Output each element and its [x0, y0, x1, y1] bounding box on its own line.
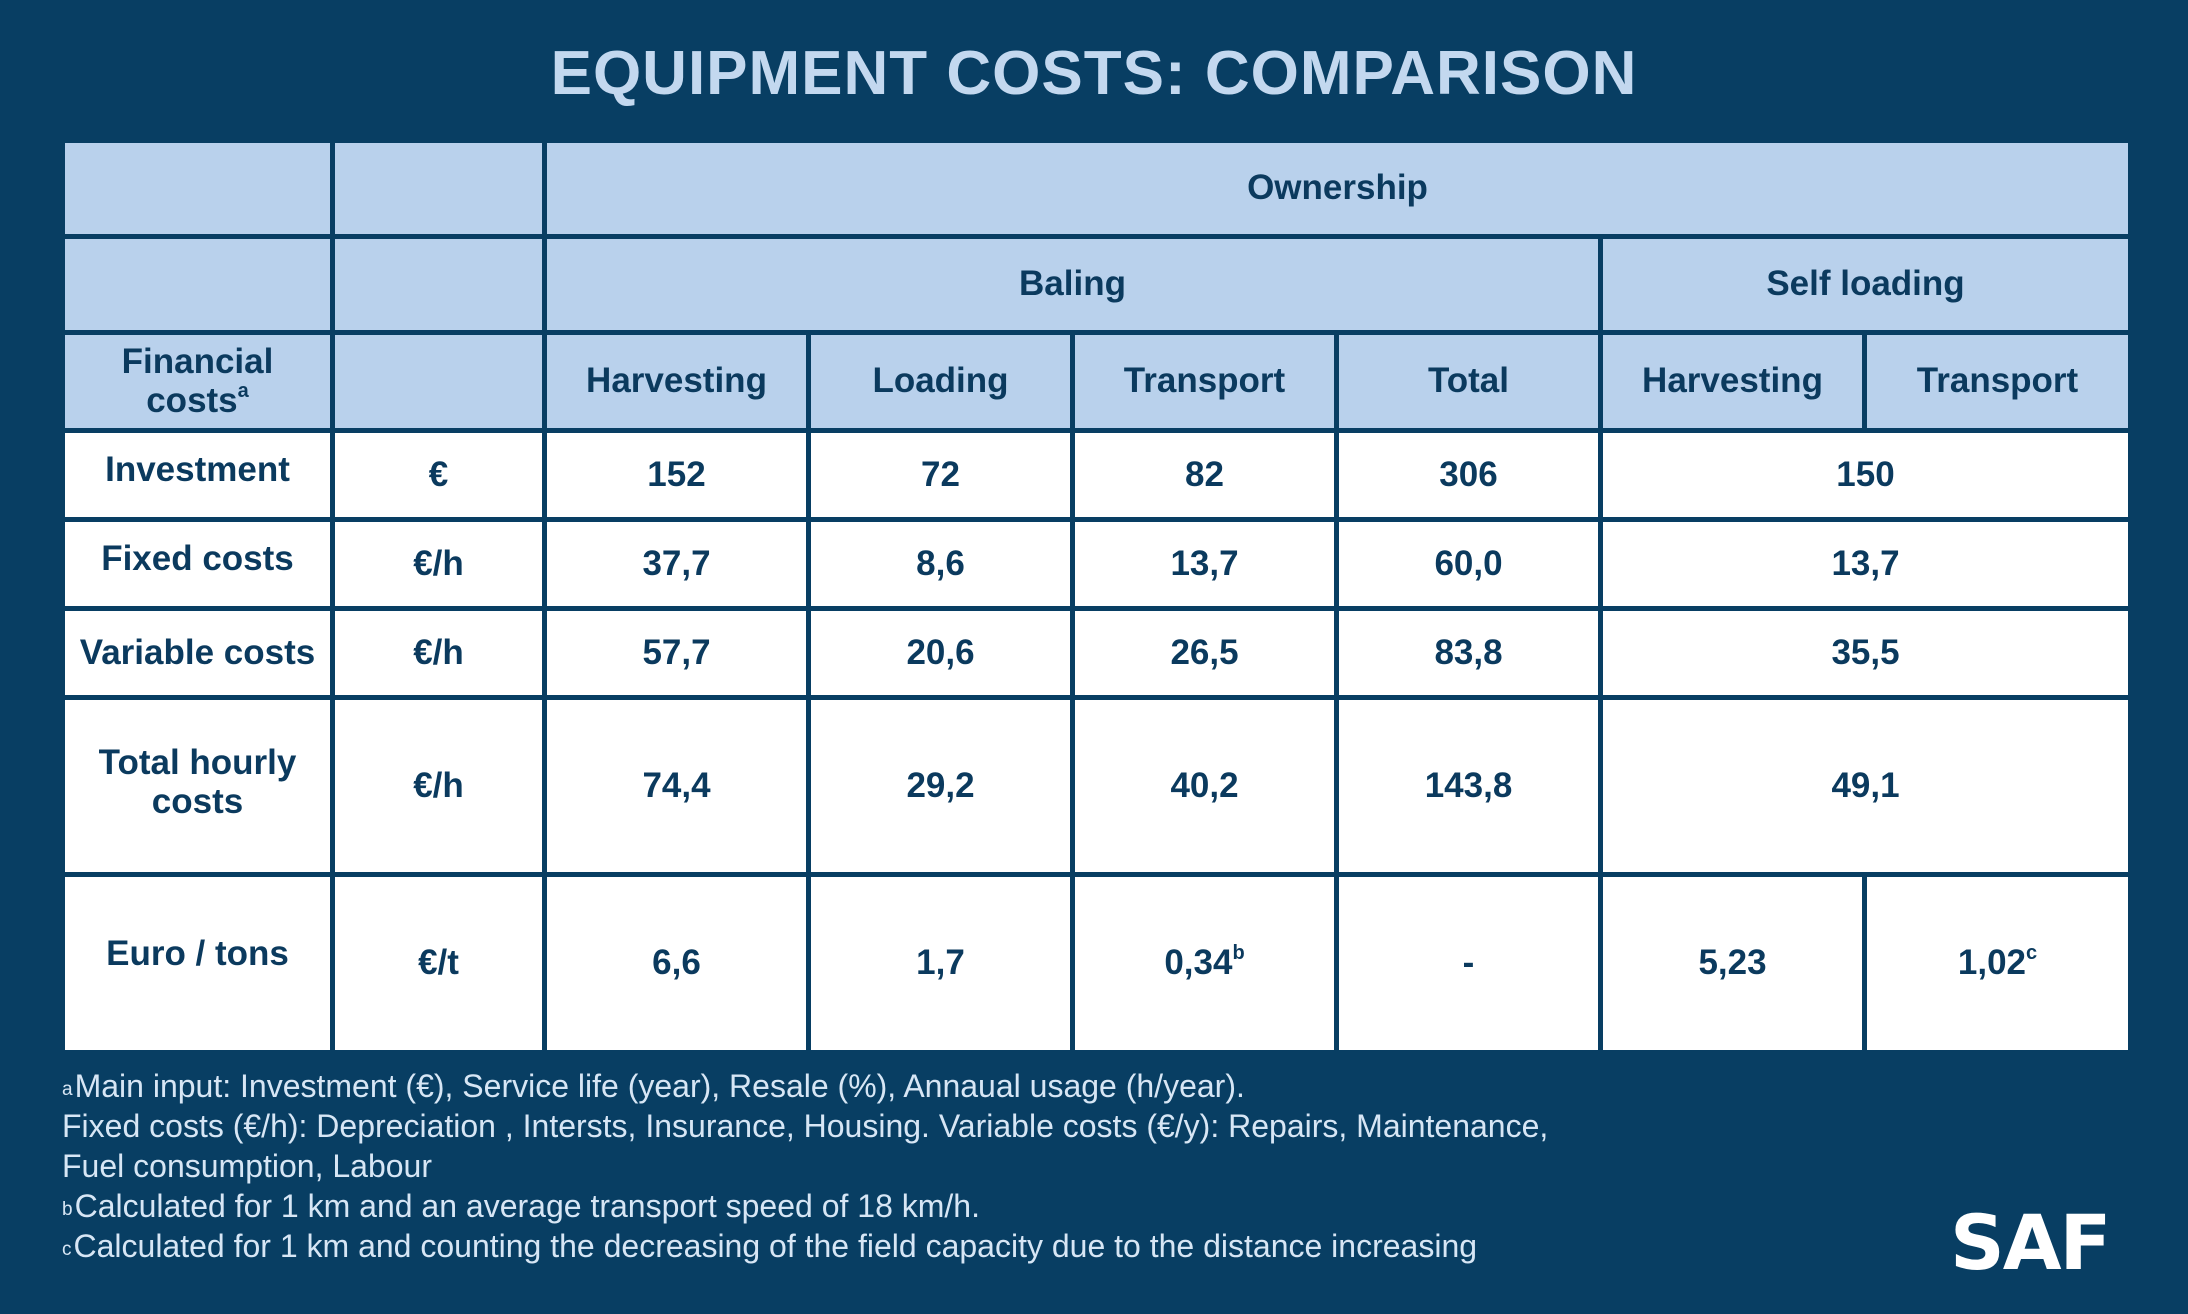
header-empty-cell — [60, 138, 335, 239]
row-label: Euro / tons — [60, 872, 335, 1055]
row-label: Investment — [60, 428, 335, 522]
table-row-variable-costs: Variable costs €/h 57,7 20,6 26,5 83,8 3… — [60, 606, 2133, 700]
cell-loading: 20,6 — [806, 606, 1075, 700]
cell-total: 83,8 — [1334, 606, 1603, 700]
table-row-fixed-costs: Fixed costs €/h 37,7 8,6 13,7 60,0 13,7 — [60, 517, 2133, 611]
footnote-b: bCalculated for 1 km and an average tran… — [62, 1186, 1862, 1226]
row-label: Variable costs — [60, 606, 335, 700]
cell-loading: 1,7 — [806, 872, 1075, 1055]
footnote-a: aMain input: Investment (€), Service lif… — [62, 1066, 1862, 1106]
table-row-total-hourly-costs: Total hourly costs €/h 74,4 29,2 40,2 14… — [60, 695, 2133, 877]
cell-loading: 72 — [806, 428, 1075, 522]
cell-loading: 8,6 — [806, 517, 1075, 611]
row-unit: €/h — [330, 695, 547, 877]
cell-transport: 0,34b — [1070, 872, 1339, 1055]
table-row-euro-tons: Euro / tons €/t 6,6 1,7 0,34b - 5,23 1,0… — [60, 872, 2133, 1055]
header-empty-cell — [330, 138, 547, 239]
cell-harvesting: 6,6 — [542, 872, 811, 1055]
footnote-c: cCalculated for 1 km and counting the de… — [62, 1226, 1862, 1266]
footnote-ref-a: a — [237, 379, 249, 402]
col-header-sl-harvesting: Harvesting — [1598, 330, 1867, 433]
row-unit: €/t — [330, 872, 547, 1055]
header-financial-costs: Financial costsa — [60, 330, 335, 433]
row-unit: € — [330, 428, 547, 522]
header-row-groups: Baling Self loading — [60, 234, 2133, 335]
footnote-mark-c: c — [62, 1239, 72, 1260]
financial-costs-label: Financial costs — [121, 342, 274, 420]
cell-transport: 13,7 — [1070, 517, 1339, 611]
cell-self-loading: 13,7 — [1598, 517, 2133, 611]
cell-harvesting: 152 — [542, 428, 811, 522]
footnotes: aMain input: Investment (€), Service lif… — [62, 1066, 1862, 1266]
col-header-sl-transport: Transport — [1862, 330, 2133, 433]
row-unit: €/h — [330, 606, 547, 700]
col-header-harvesting: Harvesting — [542, 330, 811, 433]
cell-self-loading: 35,5 — [1598, 606, 2133, 700]
equipment-costs-table: Ownership Baling Self loading Financial … — [60, 138, 2133, 1055]
footnote-ref-c: c — [2026, 942, 2038, 965]
header-row-ownership: Ownership — [60, 138, 2133, 239]
footnote-a-line3: Fuel consumption, Labour — [62, 1148, 432, 1184]
cell-loading: 29,2 — [806, 695, 1075, 877]
footnote-a-line2: Fixed costs (€/h): Depreciation , Inters… — [62, 1108, 1549, 1144]
cell-total: 306 — [1334, 428, 1603, 522]
cell-value: 1,02 — [1957, 943, 2026, 983]
footnote-ref-b: b — [1232, 942, 1245, 965]
header-empty-cell — [60, 234, 335, 335]
cell-harvesting: 57,7 — [542, 606, 811, 700]
cell-total: 60,0 — [1334, 517, 1603, 611]
col-header-loading: Loading — [806, 330, 1075, 433]
cell-self-loading: 150 — [1598, 428, 2133, 522]
table-row-investment: Investment € 152 72 82 306 150 — [60, 428, 2133, 522]
col-header-transport: Transport — [1070, 330, 1339, 433]
header-empty-cell — [330, 234, 547, 335]
footnote-c-text: Calculated for 1 km and counting the dec… — [73, 1228, 1478, 1264]
cell-harvesting: 74,4 — [542, 695, 811, 877]
cell-value: 0,34 — [1164, 943, 1233, 983]
row-label: Fixed costs — [60, 517, 335, 611]
header-empty-cell — [330, 330, 547, 433]
page-title: EQUIPMENT COSTS: COMPARISON — [550, 39, 1638, 108]
footnote-mark-b: b — [62, 1199, 73, 1220]
cell-transport: 26,5 — [1070, 606, 1339, 700]
footnote-b-text: Calculated for 1 km and an average trans… — [74, 1188, 980, 1224]
row-label: Total hourly costs — [60, 695, 335, 877]
cell-sl-harvesting: 5,23 — [1598, 872, 1867, 1055]
cell-total: - — [1334, 872, 1603, 1055]
col-header-total: Total — [1334, 330, 1603, 433]
cell-transport: 82 — [1070, 428, 1339, 522]
row-unit: €/h — [330, 517, 547, 611]
header-ownership: Ownership — [542, 138, 2133, 239]
footnote-mark-a: a — [62, 1079, 73, 1100]
header-baling: Baling — [542, 234, 1603, 335]
cell-transport: 40,2 — [1070, 695, 1339, 877]
cell-harvesting: 37,7 — [542, 517, 811, 611]
footnote-a-text: Main input: Investment (€), Service life… — [74, 1068, 1245, 1104]
header-row-columns: Financial costsa Harvesting Loading Tran… — [60, 330, 2133, 433]
cell-total: 143,8 — [1334, 695, 1603, 877]
header-self-loading: Self loading — [1598, 234, 2133, 335]
cell-sl-transport: 1,02c — [1862, 872, 2133, 1055]
saf-logo: SAF — [1950, 1198, 2111, 1287]
cell-self-loading: 49,1 — [1598, 695, 2133, 877]
